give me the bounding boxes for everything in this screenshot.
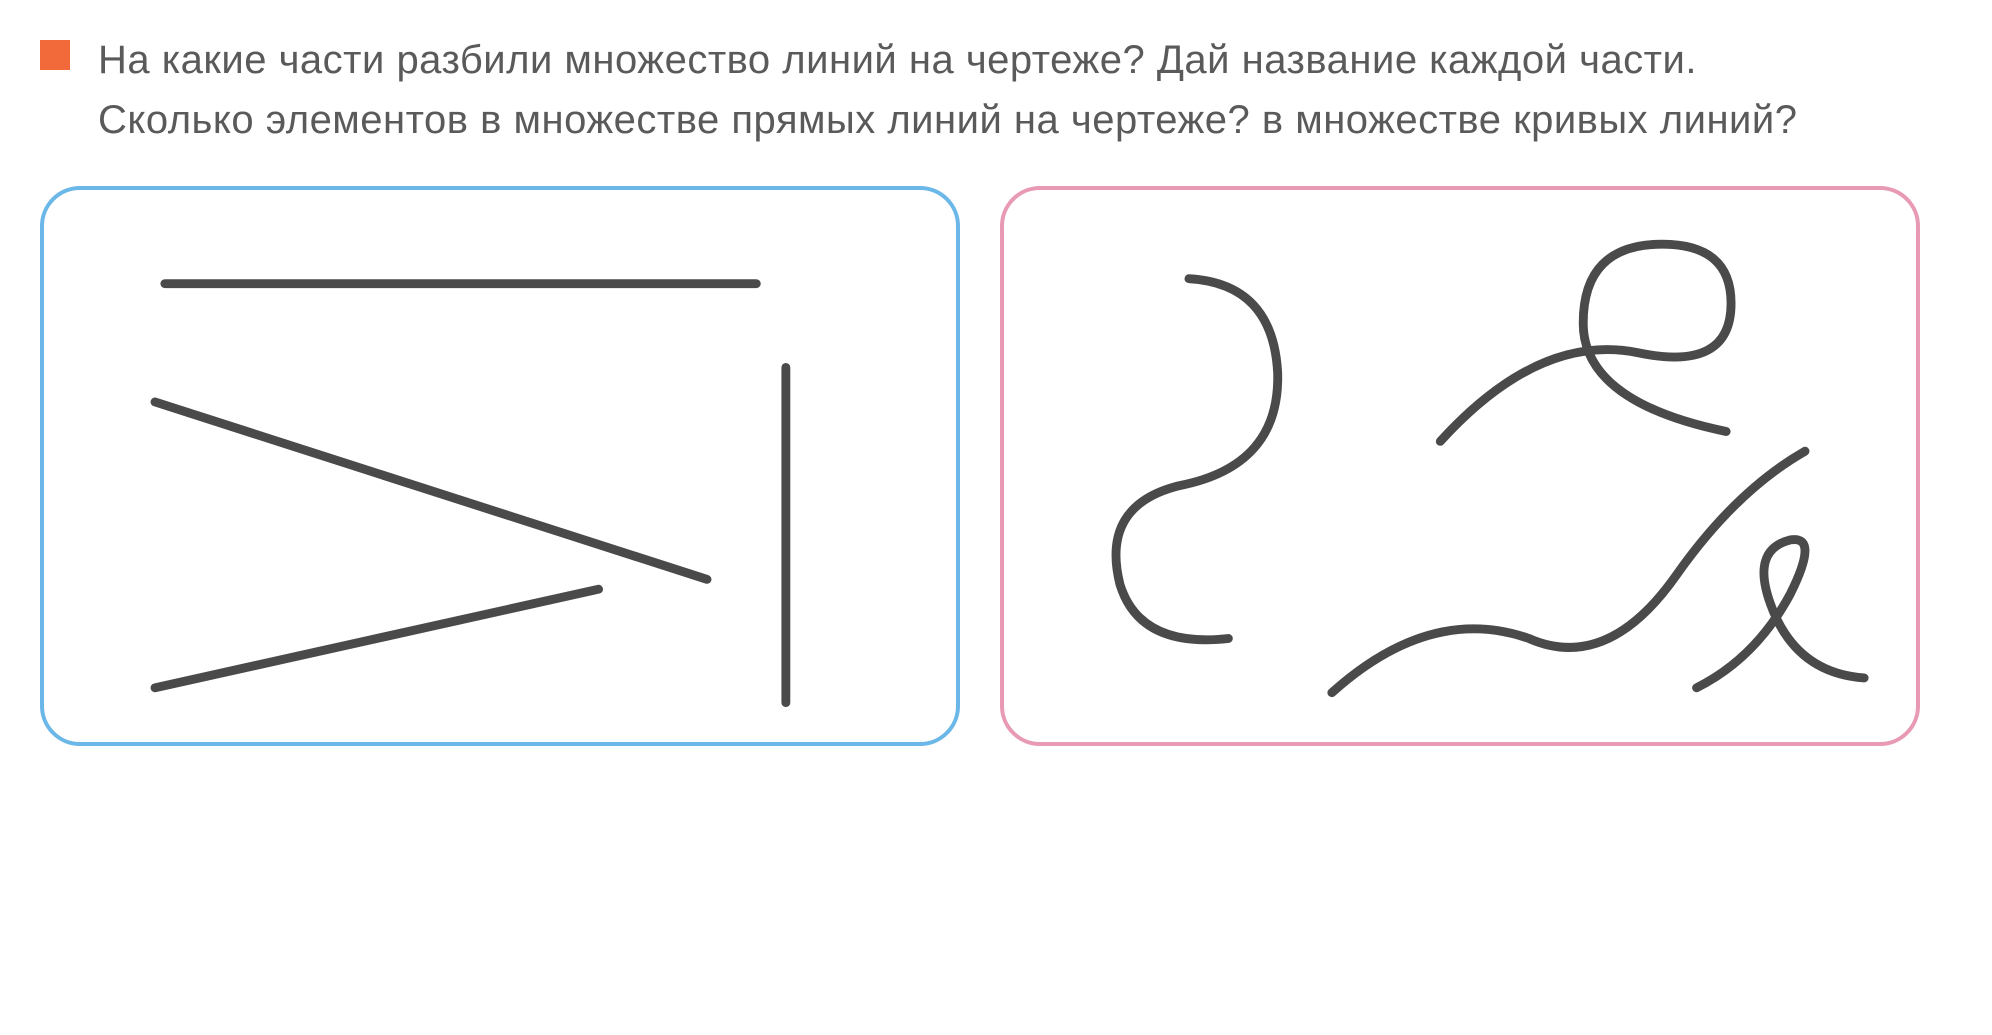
panel-straight-lines	[40, 186, 960, 746]
question-line-3: Сколько элементов в множестве прямых лин…	[98, 98, 1798, 142]
curved-line-3	[1332, 451, 1805, 693]
straight-line-2	[155, 402, 707, 579]
question-text: На какие части разбили множество линий н…	[98, 30, 1798, 150]
curved-lines-svg	[1004, 190, 1916, 742]
panels-container	[40, 186, 1952, 746]
bullet-marker	[40, 40, 70, 70]
question-line-2: Дай название каждой части.	[1157, 38, 1697, 82]
panel-curved-lines	[1000, 186, 1920, 746]
straight-lines-svg	[44, 190, 956, 742]
header-row: На какие части разбили множество линий н…	[40, 30, 1952, 150]
curved-line-2	[1440, 244, 1731, 441]
curved-line-4	[1697, 540, 1865, 688]
straight-line-3	[155, 589, 599, 688]
question-line-1: На какие части разбили множество линий н…	[98, 38, 1145, 82]
curved-line-1	[1116, 279, 1278, 640]
